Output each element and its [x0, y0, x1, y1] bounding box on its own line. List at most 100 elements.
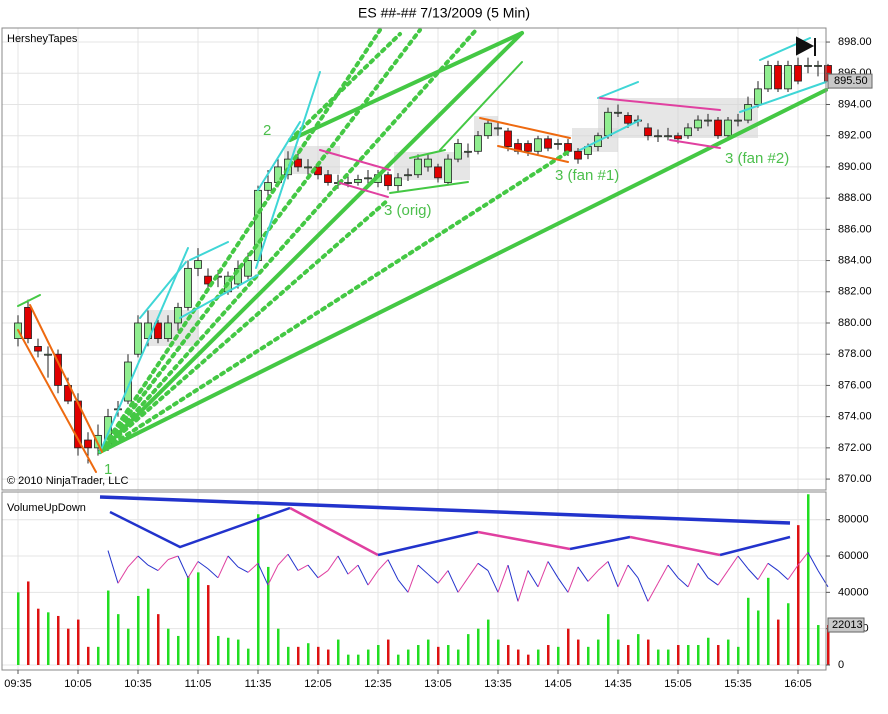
volume-panel-frame	[1, 491, 827, 671]
volume-bar	[327, 649, 330, 665]
ratio-segment	[237, 566, 249, 573]
ratio-segment	[277, 553, 289, 566]
volume-bar	[227, 637, 230, 665]
x-tick-label: 12:35	[364, 678, 392, 690]
x-tick-label: 15:35	[724, 678, 752, 690]
trend-line	[289, 506, 379, 557]
candle-body	[654, 135, 662, 138]
ratio-segment	[517, 570, 529, 602]
trend-line	[99, 495, 791, 525]
candle-body	[604, 111, 612, 137]
trend-line	[109, 506, 291, 549]
ratio-segment	[337, 555, 349, 575]
volume-bar	[507, 645, 510, 665]
volume-bar	[427, 639, 430, 665]
channel-line	[597, 81, 639, 99]
candle-body	[694, 119, 702, 129]
panel-title: VolumeUpDown	[7, 502, 86, 514]
x-tick-label: 14:35	[604, 678, 632, 690]
volume-bar	[257, 514, 260, 665]
candle-body	[194, 260, 202, 269]
volume-bar	[217, 635, 220, 665]
x-tick-label: 10:05	[64, 678, 92, 690]
volume-bar	[437, 646, 440, 665]
volume-bar	[17, 592, 20, 665]
ratio-segment	[177, 555, 189, 579]
candle-body	[724, 119, 732, 137]
annotation: 3 (orig)	[384, 202, 432, 219]
candle-body	[324, 174, 332, 183]
volume-bar	[77, 619, 80, 665]
channel-line	[17, 329, 97, 473]
chart-title: ES ##-## 7/13/2009 (5 Min)	[358, 5, 530, 21]
ratio-segment	[507, 564, 519, 602]
annotation: 3 (fan #1)	[555, 167, 619, 184]
ratio-segment	[367, 570, 379, 586]
x-tick-label: 12:05	[304, 678, 332, 690]
candle-body	[444, 158, 452, 183]
candle-body	[244, 260, 252, 277]
volume-bar	[777, 619, 780, 665]
annotation: 3 (fan #2)	[725, 150, 789, 167]
channel-line	[17, 294, 41, 307]
ratio-segment	[717, 570, 729, 586]
volume-bar	[597, 639, 600, 665]
y-tick-label: 40000	[838, 586, 869, 598]
volume-bar	[177, 635, 180, 665]
dotted-lines	[98, 28, 570, 454]
ratio-segment	[197, 561, 209, 570]
last-price-box	[827, 73, 873, 89]
ratio-segment	[697, 563, 709, 579]
volume-bar	[67, 628, 70, 665]
volume-bar	[667, 649, 670, 665]
candle-body	[804, 65, 812, 67]
volume-bar	[697, 645, 700, 665]
volume-bar	[97, 646, 100, 665]
volume-bar	[487, 619, 490, 665]
candle-body	[664, 135, 672, 138]
ratio-segment	[137, 555, 149, 566]
candle-body	[64, 385, 72, 402]
y-tick-label: 890.00	[838, 161, 872, 173]
channel-line	[29, 304, 103, 453]
ratio-segment	[577, 566, 589, 582]
ratio-segment	[227, 555, 239, 568]
y-tick-label: 878.00	[838, 348, 872, 360]
trend-line	[477, 530, 571, 551]
fan-line	[288, 32, 402, 142]
candle-body	[44, 353, 52, 356]
play-icon[interactable]	[796, 36, 816, 56]
ratio-segment	[647, 583, 659, 602]
y-tick-label: 872.00	[838, 442, 872, 454]
candle-body	[564, 143, 572, 152]
x-tick-label: 13:05	[424, 678, 452, 690]
volume-bar	[397, 654, 400, 665]
x-tick-label: 10:35	[124, 678, 152, 690]
x-tick-label: 09:35	[4, 678, 32, 690]
candle-body	[754, 88, 762, 105]
volume-bar	[277, 628, 280, 665]
volume-bar	[27, 581, 30, 665]
volume-bar	[767, 577, 770, 665]
channel-line	[257, 121, 301, 191]
volume-bar	[577, 639, 580, 665]
volume-bar	[647, 639, 650, 665]
candle-body	[24, 306, 32, 340]
volume-bar	[367, 649, 370, 665]
candle-body	[704, 119, 712, 122]
fan-line	[98, 198, 390, 454]
candle-body	[714, 119, 722, 137]
y-tick-label: 870.00	[838, 473, 872, 485]
ratio-segment	[807, 552, 819, 571]
ratio-segment	[457, 577, 469, 593]
copyright: © 2010 NinjaTrader, LLC	[7, 475, 128, 487]
ratio-segment	[427, 573, 439, 584]
volume-bar	[197, 572, 200, 665]
candle-body	[394, 177, 402, 187]
volume-bar	[107, 590, 110, 665]
volume-bar	[517, 649, 520, 665]
volume-bar	[267, 566, 270, 665]
volume-bar	[797, 525, 800, 665]
fan-line	[98, 28, 478, 454]
ratio-segment	[607, 561, 619, 588]
